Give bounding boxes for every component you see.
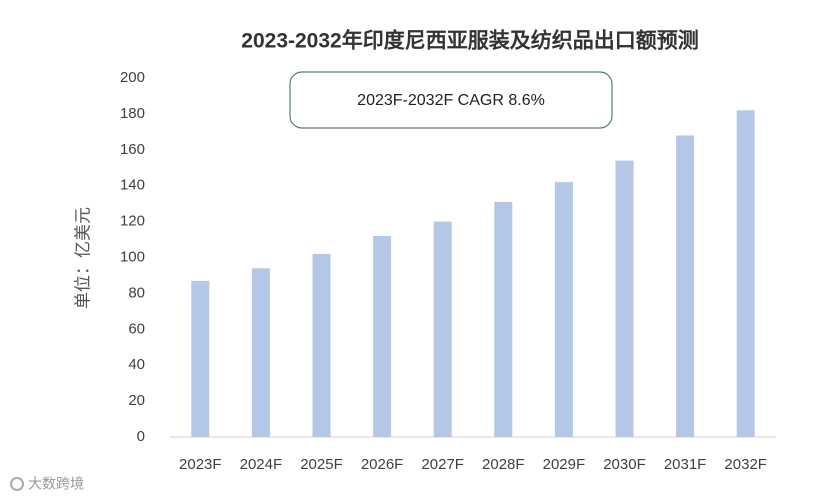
y-tick-label: 160	[120, 141, 145, 158]
annotation-box	[289, 71, 613, 129]
bar	[433, 221, 452, 437]
chart-title: 2023-2032年印度尼西亚服装及纺织品出口额预测	[241, 29, 698, 53]
y-tick-label: 40	[128, 356, 145, 373]
x-tick-label: 2032F	[724, 456, 767, 473]
annotation: 2023F-2032F CAGR 8.6%	[357, 92, 545, 109]
y-tick-label: 0	[137, 428, 145, 445]
bar	[736, 110, 755, 437]
y-tick-label: 200	[120, 69, 145, 86]
x-tick-label: 2024F	[240, 456, 283, 473]
x-tick-label: 2027F	[421, 456, 464, 473]
watermark-logo	[10, 477, 24, 491]
bar	[676, 135, 695, 437]
x-tick-label: 2031F	[664, 456, 707, 473]
bar	[251, 268, 270, 437]
x-tick-label: 2026F	[361, 456, 404, 473]
y-tick-label: 180	[120, 105, 145, 122]
watermark: 大数跨境	[28, 476, 84, 492]
x-tick-label: 2029F	[543, 456, 586, 473]
bar	[312, 253, 331, 437]
x-tick-label: 2025F	[300, 456, 343, 473]
y-tick-label: 120	[120, 213, 145, 230]
bar	[554, 182, 573, 437]
bar	[191, 280, 210, 437]
y-tick-label: 20	[128, 392, 145, 409]
y-tick-label: 140	[120, 177, 145, 194]
y-tick-label: 100	[120, 248, 145, 265]
x-tick-label: 2028F	[482, 456, 525, 473]
x-tick-label: 2030F	[603, 456, 646, 473]
y-axis-label: 单位：亿美元	[73, 207, 92, 309]
y-tick-label: 80	[128, 284, 145, 301]
x-tick-label: 2023F	[179, 456, 222, 473]
bar	[494, 201, 513, 437]
y-tick-label: 60	[128, 320, 145, 337]
bar	[373, 235, 392, 437]
bar	[615, 160, 634, 437]
